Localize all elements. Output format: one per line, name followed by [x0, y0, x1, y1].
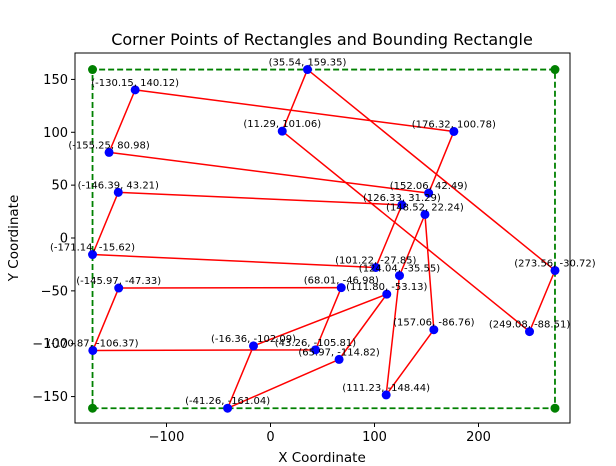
corner-point: [114, 283, 124, 293]
x-axis-label: X Coordinate: [278, 450, 366, 466]
y-tick-label: 0: [60, 232, 68, 247]
corner-point: [449, 126, 459, 136]
corner-point: [381, 390, 391, 400]
point-label: (148.52, 22.24): [386, 202, 464, 213]
corner-point: [310, 345, 320, 355]
point-label: (111.80, -53.13): [346, 282, 427, 293]
y-tick-label: 150: [43, 73, 68, 88]
point-label: (249.08, -88.51): [489, 320, 570, 331]
corner-point: [277, 126, 287, 136]
corner-point: [371, 262, 381, 272]
bounding-corner-4: [88, 65, 98, 75]
x-tick-label: 0: [266, 430, 274, 445]
plot-area: (-155.25, 80.98) (-130.15, 140.12) (176.32…: [47, 58, 596, 413]
corner-point: [382, 289, 392, 299]
corner-point: [334, 354, 344, 364]
corner-point: [424, 188, 434, 198]
corner-point: [302, 65, 312, 75]
bounding-corner-2: [550, 403, 560, 413]
corner-point: [525, 327, 535, 337]
point-label: (-171.14, -15.62): [50, 243, 135, 254]
corner-point: [429, 325, 439, 335]
bounding-corner-3: [550, 65, 560, 75]
point-label: (111.23, -148.44): [342, 383, 430, 394]
point-label: (-155.25, 80.98): [68, 140, 149, 151]
point-label: (-41.26, -161.04): [185, 396, 270, 407]
corner-point: [104, 147, 114, 157]
point-label: (126.33, 31.29): [363, 193, 441, 204]
corner-point: [550, 265, 560, 275]
point-label: (176.32, 100.78): [412, 119, 496, 130]
corner-point: [248, 341, 258, 351]
point-label: (68.01, -46.98): [304, 276, 379, 287]
corner-point: [420, 209, 430, 219]
point-label: (-145.97, -47.33): [76, 276, 161, 287]
point-label: (-146.39, 43.21): [78, 180, 159, 191]
point-label: (124.04, -35.55): [359, 264, 440, 275]
y-tick-label: −100: [32, 337, 68, 352]
point-label: (-16.36, -102.09): [211, 334, 296, 345]
point-label: (-170.87, -106.37): [47, 338, 138, 349]
y-tick-label: −150: [32, 390, 68, 405]
point-label: (157.06, -86.76): [393, 318, 474, 329]
point-label: (101.22, -27.85): [335, 255, 416, 266]
point-label: (35.54, 159.35): [269, 58, 347, 69]
x-tick-label: 200: [466, 430, 491, 445]
corner-point: [223, 403, 233, 413]
y-tick-label: 100: [43, 126, 68, 141]
x-tick-label: 100: [362, 430, 387, 445]
y-tick-label: −50: [41, 284, 68, 299]
corner-point: [113, 187, 123, 197]
corner-point: [336, 283, 346, 293]
corner-point: [130, 85, 140, 95]
corner-point: [394, 271, 404, 281]
axis-ticks: −100 0 100 200 −150 −100 −50 0 50 100 150: [32, 73, 491, 445]
bounding-corner-1: [88, 403, 98, 413]
x-tick-label: −100: [149, 430, 185, 445]
corner-point: [88, 345, 98, 355]
corner-point: [88, 250, 98, 260]
y-tick-label: 50: [51, 179, 68, 194]
point-label: (273.56, -30.72): [514, 258, 595, 269]
point-label: (43.26, -105.81): [275, 338, 356, 349]
corner-point: [397, 200, 407, 210]
y-axis-label: Y Coordinate: [6, 195, 22, 283]
point-label: (11.29, 101.06): [243, 119, 321, 130]
point-label: (-130.15, 140.12): [91, 78, 179, 89]
point-label: (65.97, -114.82): [298, 347, 379, 358]
point-label: (152.06, 42.49): [390, 181, 468, 192]
chart-title: Corner Points of Rectangles and Bounding…: [111, 30, 533, 49]
